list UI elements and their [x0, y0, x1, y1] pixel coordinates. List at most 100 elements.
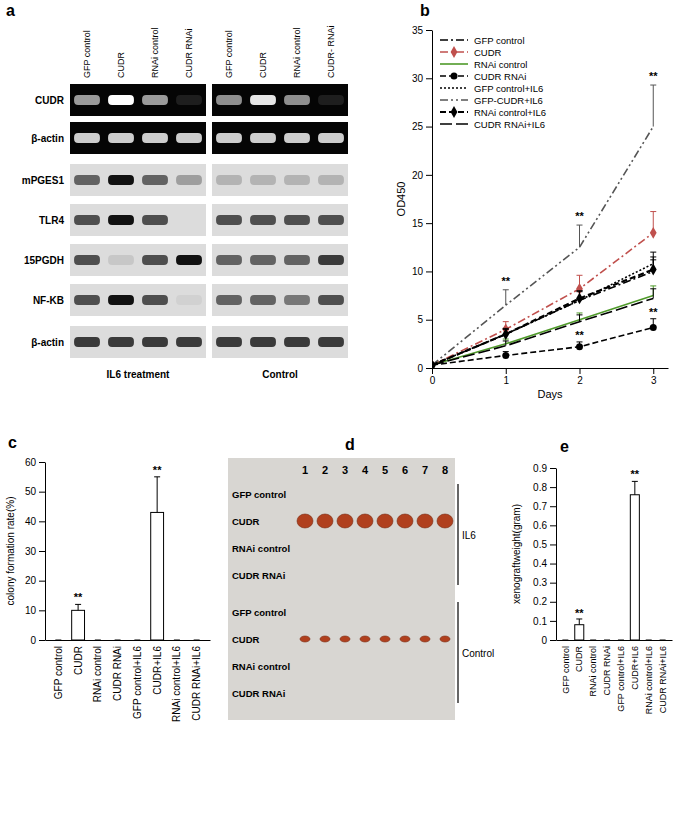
- axis: 0102030405060: [25, 457, 46, 646]
- band: [216, 215, 242, 225]
- tick-mark: [580, 368, 581, 374]
- tick-label: 0.1: [533, 616, 547, 627]
- tick-label: 10: [25, 605, 37, 616]
- tick: 2: [577, 368, 583, 386]
- band: [108, 255, 134, 265]
- band: [250, 175, 276, 185]
- lane-number: 4: [362, 464, 369, 476]
- tick-mark: [39, 610, 45, 611]
- row-label: GFP control: [232, 489, 286, 500]
- band: [250, 337, 276, 347]
- xenograft: [400, 636, 410, 642]
- xenograft: [320, 636, 330, 642]
- band: [176, 95, 202, 105]
- tick-label: 30: [25, 546, 37, 557]
- blot-strip: [212, 204, 348, 236]
- point: [576, 343, 583, 350]
- legend-item: GFP-CUDR+IL6: [440, 95, 543, 106]
- error-bar: [432, 365, 435, 366]
- axis-title: OD450: [395, 182, 407, 217]
- bar: [91, 640, 104, 641]
- legend-item: RNAi control+IL6: [440, 106, 546, 118]
- tick-mark: [550, 506, 556, 507]
- point: [576, 293, 583, 305]
- plot-area: [432, 85, 657, 368]
- axis-line: [46, 640, 211, 641]
- lane-label: CUDR: [116, 52, 126, 78]
- band: [284, 295, 310, 305]
- tick-label: 0: [417, 363, 423, 374]
- band: [250, 133, 276, 143]
- row-label: β-actin: [31, 133, 64, 144]
- band: [74, 95, 100, 105]
- band: [74, 337, 100, 347]
- tick-label: 0: [541, 635, 547, 646]
- bar: [72, 610, 85, 640]
- band: [284, 175, 310, 185]
- band: [216, 295, 242, 305]
- error-bar: [75, 604, 81, 610]
- error-bar: [604, 640, 610, 641]
- error-bar: [432, 365, 435, 366]
- error-bar: [95, 640, 101, 641]
- bar: [658, 640, 667, 641]
- tick-label: 10: [412, 266, 424, 277]
- error-bar: [650, 289, 656, 299]
- xenograft: [417, 514, 433, 528]
- panel-label: b: [420, 2, 430, 19]
- tick: 0.8: [533, 482, 556, 493]
- tick: 60: [25, 457, 45, 468]
- band: [176, 133, 202, 143]
- tick-label: CUDR RNAi: [112, 646, 123, 701]
- lane-label: GFP control: [82, 30, 92, 78]
- axis-title: Days: [537, 388, 563, 400]
- series-line: [432, 298, 653, 365]
- tick: 10: [25, 605, 45, 616]
- lane-number: 3: [342, 464, 348, 476]
- tick-label: 0.7: [533, 501, 547, 512]
- tick: CUDR: [574, 640, 584, 672]
- tick-label: 1: [503, 375, 509, 386]
- bar: [561, 640, 570, 641]
- tick-label: CUDR+IL6: [152, 646, 163, 695]
- tick: 0: [30, 635, 45, 646]
- legend-marker: [451, 46, 458, 58]
- figure: aCUDRβ-actinmPGES1TLR415PGDHNF-KBβ-actin…: [0, 0, 685, 825]
- tick-label: RNAi control+IL6: [171, 646, 182, 722]
- tick-mark: [426, 223, 432, 224]
- group-label: IL6: [462, 530, 476, 541]
- legend-label: GFP control+IL6: [474, 83, 543, 94]
- tick-label: 0.6: [533, 520, 547, 531]
- tick-label: 0.4: [533, 558, 547, 569]
- tick: 10: [412, 266, 432, 277]
- axis-title: colony formation rate(%): [5, 497, 16, 606]
- tick-label: 35: [412, 25, 424, 36]
- error-bar: [174, 640, 180, 641]
- band: [176, 295, 202, 305]
- tick-mark: [550, 583, 556, 584]
- bar: [131, 640, 144, 641]
- xenograft: [337, 514, 353, 528]
- tick: 25: [412, 121, 432, 132]
- row-label: RNAi control: [232, 661, 290, 672]
- error-bar: [632, 481, 638, 494]
- point: [650, 324, 657, 331]
- band: [176, 255, 202, 265]
- error-bar: [646, 640, 652, 641]
- tick: 0.9: [533, 463, 556, 474]
- error-bar: [432, 365, 435, 366]
- tick-label: 0.5: [533, 539, 547, 550]
- error-bar: [432, 365, 435, 366]
- band: [142, 95, 168, 105]
- tick-mark: [39, 640, 45, 641]
- blot-strip: [212, 244, 348, 276]
- tick: RNAi control+IL6: [171, 640, 182, 722]
- point: [502, 328, 509, 340]
- tick-mark: [550, 544, 556, 545]
- row-label: CUDR RNAi: [232, 688, 285, 699]
- tick-mark: [39, 581, 45, 582]
- error-bar: [618, 640, 624, 641]
- error-bar: [577, 315, 583, 322]
- blot-strip: [212, 326, 348, 358]
- point: [650, 264, 657, 276]
